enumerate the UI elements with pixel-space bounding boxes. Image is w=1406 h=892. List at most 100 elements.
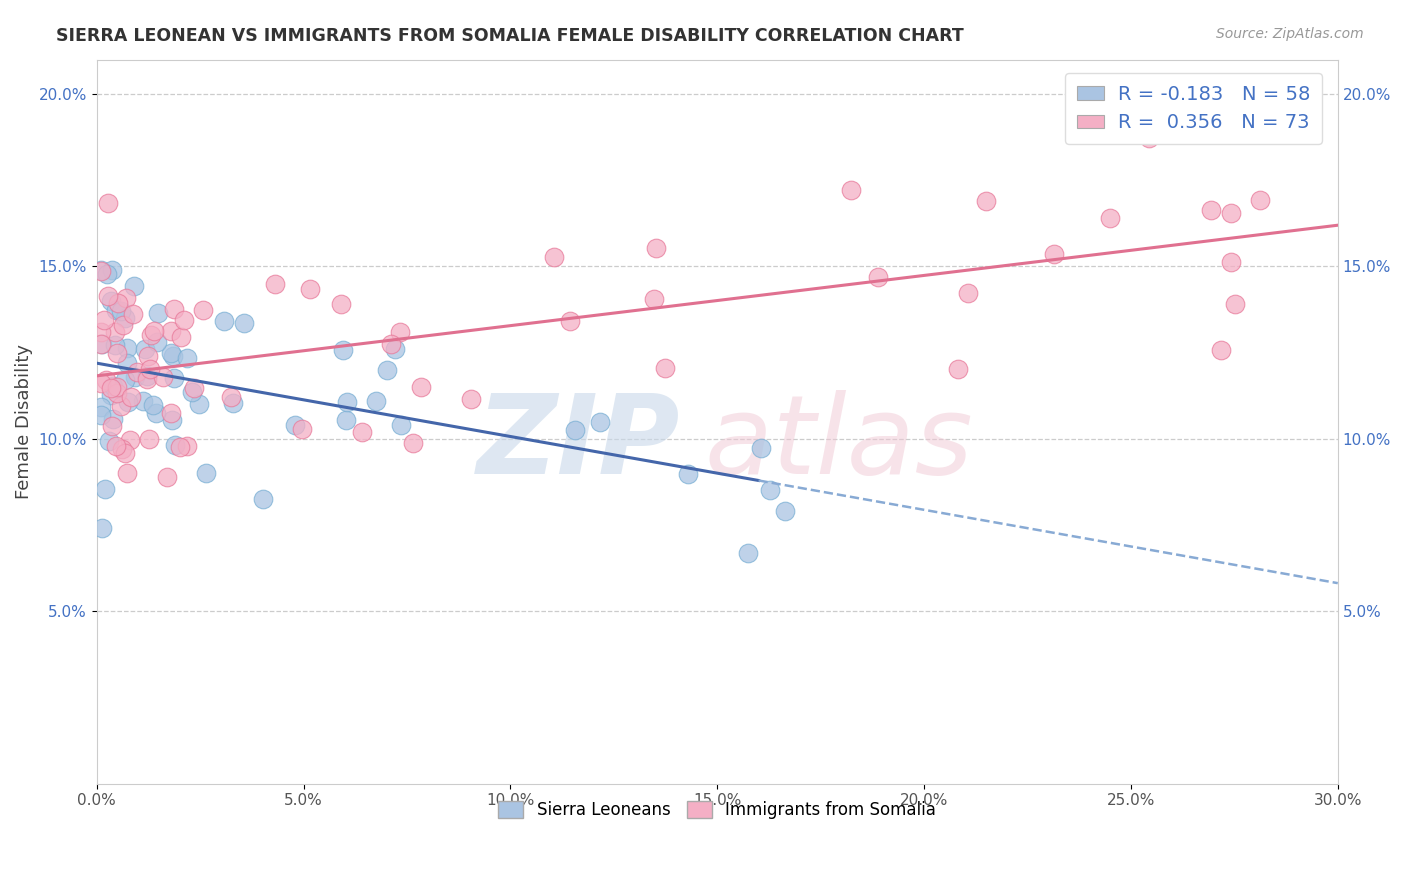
- Point: [589, 415, 612, 429]
- Point: [90, 336, 112, 351]
- Point: [163, 301, 186, 316]
- Point: [97, 289, 120, 303]
- Point: [1043, 247, 1066, 261]
- Point: [90, 409, 112, 423]
- Point: [380, 337, 402, 351]
- Point: [335, 413, 357, 427]
- Point: [90, 400, 112, 414]
- Point: [105, 380, 128, 394]
- Point: [142, 398, 165, 412]
- Point: [160, 413, 183, 427]
- Point: [298, 282, 321, 296]
- Point: [194, 466, 217, 480]
- Point: [252, 491, 274, 506]
- Point: [956, 285, 979, 300]
- Point: [169, 441, 191, 455]
- Point: [142, 324, 165, 338]
- Point: [375, 363, 398, 377]
- Point: [291, 422, 314, 436]
- Point: [117, 466, 139, 480]
- Point: [1199, 203, 1222, 218]
- Point: [114, 291, 136, 305]
- Point: [364, 393, 387, 408]
- Point: [170, 330, 193, 344]
- Point: [974, 194, 997, 209]
- Point: [219, 390, 242, 404]
- Point: [122, 307, 145, 321]
- Point: [94, 482, 117, 496]
- Point: [645, 241, 668, 255]
- Point: [90, 325, 112, 339]
- Point: [117, 395, 139, 409]
- Point: [115, 342, 138, 356]
- Point: [104, 439, 127, 453]
- Point: [1209, 343, 1232, 357]
- Point: [96, 373, 118, 387]
- Point: [389, 417, 412, 432]
- Y-axis label: Female Disability: Female Disability: [15, 344, 32, 500]
- Text: Source: ZipAtlas.com: Source: ZipAtlas.com: [1216, 27, 1364, 41]
- Point: [103, 412, 125, 426]
- Point: [138, 432, 160, 446]
- Point: [110, 442, 132, 457]
- Point: [93, 313, 115, 327]
- Text: atlas: atlas: [704, 390, 973, 497]
- Point: [100, 293, 122, 308]
- Point: [107, 295, 129, 310]
- Point: [654, 361, 676, 376]
- Point: [90, 262, 112, 277]
- Point: [183, 381, 205, 395]
- Point: [139, 327, 162, 342]
- Point: [643, 292, 665, 306]
- Point: [352, 425, 374, 439]
- Point: [97, 196, 120, 211]
- Point: [139, 362, 162, 376]
- Point: [120, 390, 142, 404]
- Point: [145, 406, 167, 420]
- Point: [193, 303, 215, 318]
- Point: [105, 302, 128, 317]
- Legend: Sierra Leoneans, Immigrants from Somalia: Sierra Leoneans, Immigrants from Somalia: [492, 795, 943, 826]
- Point: [948, 362, 970, 376]
- Point: [1220, 255, 1243, 269]
- Point: [176, 351, 198, 365]
- Point: [114, 446, 136, 460]
- Point: [564, 423, 586, 437]
- Point: [773, 504, 796, 518]
- Point: [125, 365, 148, 379]
- Point: [212, 314, 235, 328]
- Point: [336, 394, 359, 409]
- Point: [839, 183, 862, 197]
- Point: [160, 406, 183, 420]
- Point: [1220, 206, 1243, 220]
- Point: [560, 314, 582, 328]
- Point: [156, 470, 179, 484]
- Point: [543, 251, 565, 265]
- Point: [460, 392, 482, 407]
- Point: [101, 419, 124, 434]
- Point: [90, 264, 112, 278]
- Point: [263, 277, 285, 291]
- Point: [173, 313, 195, 327]
- Point: [866, 269, 889, 284]
- Point: [233, 316, 256, 330]
- Point: [330, 297, 353, 311]
- Point: [1099, 211, 1122, 226]
- Point: [132, 394, 155, 409]
- Point: [120, 433, 142, 447]
- Point: [749, 441, 772, 455]
- Point: [104, 337, 127, 351]
- Point: [146, 334, 169, 349]
- Point: [100, 388, 122, 402]
- Point: [135, 372, 157, 386]
- Point: [384, 342, 406, 356]
- Point: [737, 546, 759, 560]
- Point: [160, 324, 183, 338]
- Point: [90, 376, 112, 390]
- Point: [162, 349, 184, 363]
- Point: [124, 279, 146, 293]
- Point: [110, 399, 132, 413]
- Point: [90, 336, 112, 351]
- Point: [1223, 297, 1246, 311]
- Point: [103, 379, 125, 393]
